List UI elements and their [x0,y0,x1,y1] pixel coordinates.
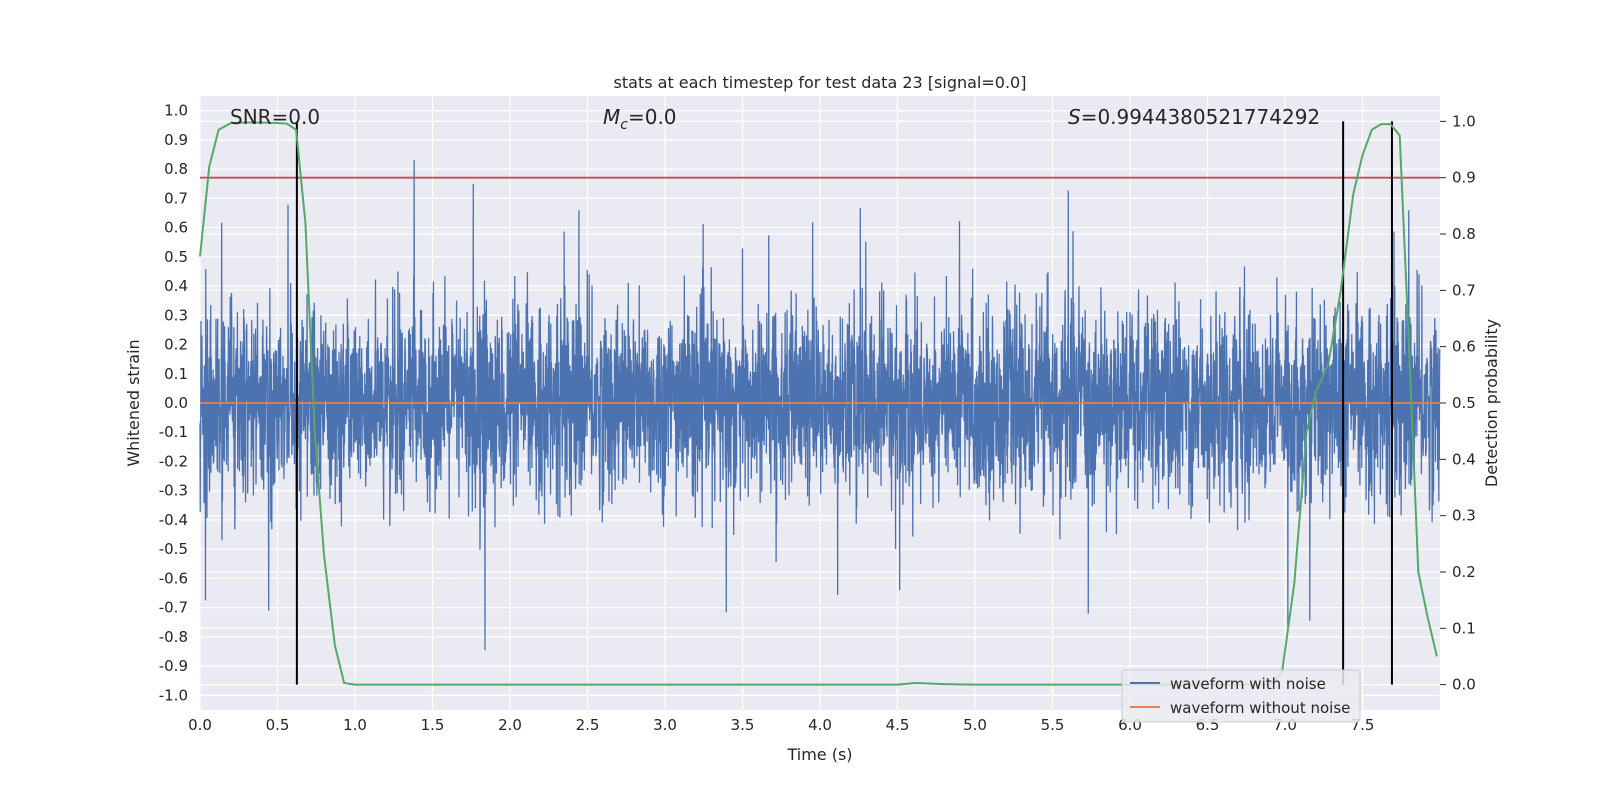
chart-title: stats at each timestep for test data 23 … [614,73,1027,92]
x-tick-label: 5.5 [1041,716,1065,734]
y-tick-label: -0.2 [159,452,188,470]
legend-label-noise: waveform with noise [1170,675,1326,693]
y2-tick-label: 0.0 [1452,676,1476,694]
legend-label-clean: waveform without noise [1170,699,1350,717]
y-tick-label: 0.0 [164,394,188,412]
y-tick-label: -0.8 [159,628,188,646]
overlay-lines [199,121,1440,686]
noise-trace [199,160,1441,651]
x-tick-label: 2.5 [576,716,600,734]
y-tick-label: -0.5 [159,540,188,558]
y-tick-label: 0.6 [164,219,188,237]
y-tick-label: 0.5 [164,248,188,266]
y-tick-label: -0.3 [159,482,188,500]
y2-tick-label: 0.2 [1452,563,1476,581]
y-tick-label: -0.1 [159,423,188,441]
mc-value: =0.0 [628,105,677,129]
mc-symbol: M [603,105,620,129]
y-tick-label: -0.9 [159,657,188,675]
x-tick-label: 1.5 [421,716,445,734]
y-tick-label: -0.6 [159,569,188,587]
noise-waveform [199,160,1441,651]
x-tick-label: 4.5 [886,716,910,734]
x-axis-label: Time (s) [786,745,852,764]
x-tick-label: 0.5 [266,716,290,734]
y2-tick-label: 0.6 [1452,338,1476,356]
y-tick-label: 0.9 [164,131,188,149]
y2-axis-label: Detection probability [1482,319,1501,487]
y2-tick-label: 0.4 [1452,450,1476,468]
y-tick-label: 0.1 [164,365,188,383]
y2-tick-label: 0.9 [1452,169,1476,187]
y2-tick-label: 0.7 [1452,281,1476,299]
s-symbol: S [1068,105,1081,129]
y-axis-label: Whitened strain [124,339,143,466]
y2-tick-label: 0.8 [1452,225,1476,243]
y2-tick-label: 1.0 [1452,112,1476,130]
y-tick-label: -0.7 [159,599,188,617]
y-tick-label: -0.4 [159,511,188,529]
mc-subscript: c [620,117,628,133]
y-tick-label: -1.0 [159,686,188,704]
legend: waveform with noise waveform without noi… [1121,669,1361,723]
snr-annotation: SNR=0.0 [230,105,320,129]
s-value: =0.9944380521774292 [1081,105,1320,129]
y-tick-label: 0.8 [164,160,188,178]
y2-tick-label: 0.5 [1452,394,1476,412]
x-tick-label: 2.0 [498,716,522,734]
y-tick-label: 0.4 [164,277,188,295]
x-tick-label: 0.0 [188,716,212,734]
chirp-mass-annotation: Mc=0.0 [603,105,677,133]
x-tick-label: 3.0 [653,716,677,734]
legend-box [1121,669,1361,723]
ticks: 0.0 0.5 1.0 1.5 2.0 2.5 3.0 3.5 4.0 4.5 5.0 5.5 6.0 6… [159,102,1476,734]
y2-tick-label: 0.3 [1452,507,1476,525]
y-tick-label: 1.0 [164,102,188,120]
y-tick-label: 0.2 [164,336,188,354]
detection-probability-curve [199,121,1438,686]
y-tick-label: 0.7 [164,189,188,207]
x-tick-label: 4.0 [808,716,832,734]
y2-tick-label: 0.1 [1452,619,1476,637]
x-tick-label: 1.0 [343,716,367,734]
y-tick-label: 0.3 [164,306,188,324]
x-tick-label: 5.0 [963,716,987,734]
x-tick-label: 3.5 [731,716,755,734]
statistic-annotation: S=0.9944380521774292 [1068,105,1320,129]
